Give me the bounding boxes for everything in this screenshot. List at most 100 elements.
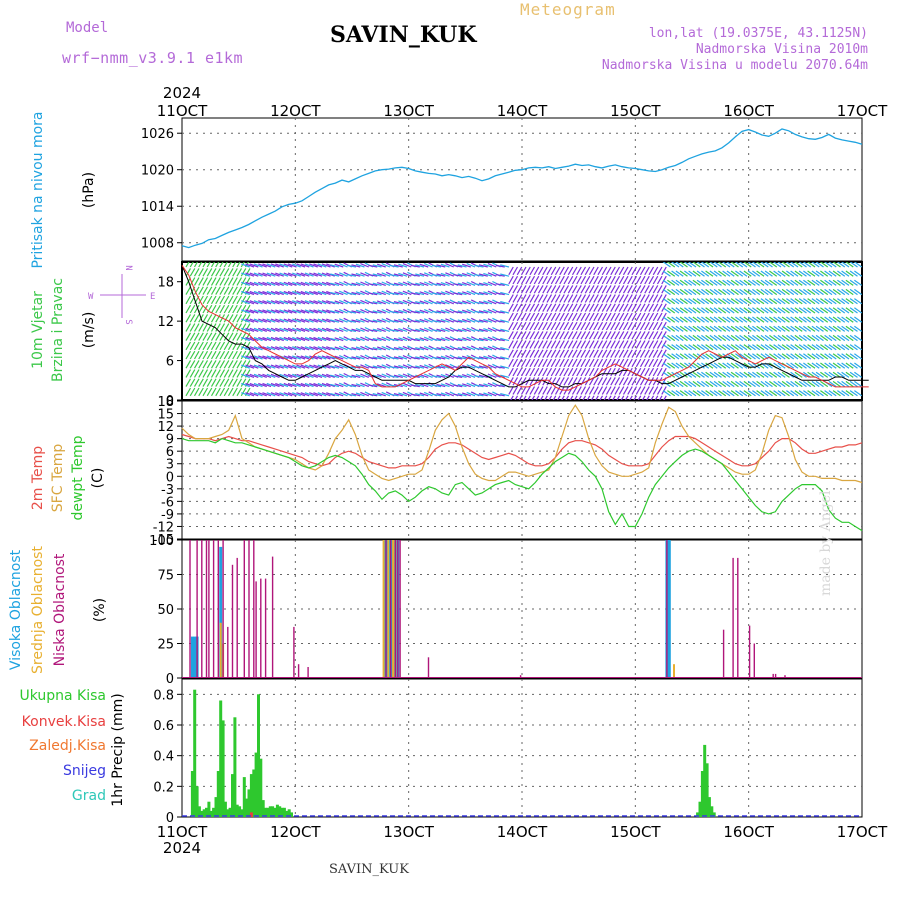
wind-arrow	[317, 263, 327, 268]
wind-arrow	[588, 321, 595, 331]
wind-arrow	[692, 298, 701, 305]
wind-arrow	[841, 371, 850, 378]
wind-arrow	[764, 334, 773, 342]
wind-arrow	[258, 300, 267, 305]
wind-arrow	[588, 340, 595, 349]
wind-arrow	[688, 353, 697, 360]
wind-arrow	[453, 264, 463, 268]
wind-arrow	[546, 331, 553, 340]
low-cloud-bar	[253, 540, 255, 678]
wind-arrow	[393, 337, 403, 342]
wind-arrow	[692, 371, 701, 378]
wind-arrow	[457, 273, 467, 277]
wind-arrow	[542, 340, 548, 349]
wind-arrow	[431, 274, 442, 277]
total-precip-bar	[712, 812, 716, 817]
wind-arrow	[648, 303, 655, 312]
wind-arrow	[317, 281, 327, 286]
wind-arrow	[684, 380, 693, 388]
wind-arrow	[599, 395, 604, 400]
wind-arrow	[512, 303, 519, 312]
wind-arrow	[227, 286, 234, 295]
wind-arrow	[567, 386, 574, 395]
low-cloud-bar	[748, 625, 751, 678]
wind-arrow	[667, 288, 676, 296]
wind-arrow	[610, 377, 616, 386]
wind-arrow	[709, 262, 718, 268]
wind-arrow	[622, 321, 629, 331]
wind-arrow	[202, 387, 209, 397]
high-cloud-bar	[667, 540, 671, 678]
wind-arrow	[402, 290, 412, 296]
wind-arrow	[466, 290, 476, 296]
y-tick-label: 1026	[141, 127, 174, 142]
wind-arrow	[696, 270, 705, 277]
wind-arrow	[474, 310, 484, 314]
wind-arrow	[815, 288, 824, 296]
wind-arrow	[661, 358, 667, 368]
wind-arrow	[266, 300, 276, 305]
wind-arrow	[360, 318, 369, 323]
wind-arrow	[764, 325, 773, 332]
wind-arrow	[279, 327, 289, 332]
wind-arrow	[627, 367, 633, 377]
wind-arrow	[296, 272, 306, 277]
wind-arrow	[777, 325, 786, 332]
wind-arrow	[300, 392, 310, 397]
wind-arrow	[563, 358, 570, 368]
wind-arrow	[300, 355, 310, 360]
wind-arrow	[279, 300, 289, 305]
wind-arrow	[253, 373, 263, 378]
wind-arrow	[756, 390, 765, 397]
wind-arrow	[415, 356, 425, 360]
wind-arrow	[692, 307, 701, 314]
wind-arrow	[210, 387, 217, 397]
wind-arrow	[262, 318, 272, 323]
wind-arrow	[330, 319, 340, 323]
wind-arrow	[258, 318, 267, 323]
wind-arrow	[334, 346, 344, 351]
data-marks	[181, 128, 869, 817]
wind-arrow	[508, 386, 514, 395]
wind-arrow	[781, 279, 790, 286]
wind-arrow	[684, 390, 693, 397]
wind-arrow	[807, 344, 816, 351]
wind-arrow	[756, 380, 765, 388]
wind-arrow	[794, 325, 803, 332]
wind-arrow	[372, 291, 382, 296]
wind-arrow	[537, 386, 544, 395]
wind-arrow	[618, 358, 625, 368]
wind-arrow	[667, 298, 676, 305]
wind-arrow	[377, 383, 386, 388]
wind-arrow	[667, 262, 676, 268]
wind-arrow	[576, 358, 582, 368]
wind-arrow	[571, 367, 578, 377]
total-precip-bar	[282, 807, 286, 817]
wind-arrow	[790, 362, 799, 369]
wind-arrow	[483, 328, 493, 332]
total-precip-legend: Ukupna Kisa	[19, 688, 106, 704]
wind-arrow	[722, 344, 731, 351]
wind-arrow	[398, 263, 408, 268]
wind-arrow	[730, 390, 739, 397]
wind-arrow	[580, 386, 587, 395]
wind-arrow	[283, 392, 293, 397]
wind-arrow	[639, 266, 646, 276]
wind-arrow	[516, 266, 523, 276]
wind-arrow	[309, 318, 318, 323]
wind-arrow	[726, 380, 735, 388]
wind-arrow	[330, 383, 340, 388]
wind-arrow	[610, 285, 616, 294]
wind-arrow	[546, 340, 553, 349]
wind-arrow	[576, 275, 582, 285]
wind-arrow	[393, 319, 403, 323]
wind-arrow	[292, 364, 301, 369]
wind-arrow	[478, 291, 488, 296]
wind-arrow	[569, 395, 574, 400]
wind-arrow	[245, 290, 255, 296]
wind-arrow	[648, 266, 655, 276]
wind-arrow	[633, 395, 638, 400]
wind-arrow	[811, 316, 820, 323]
wind-arrow	[398, 282, 408, 286]
wind-arrow	[210, 304, 217, 314]
